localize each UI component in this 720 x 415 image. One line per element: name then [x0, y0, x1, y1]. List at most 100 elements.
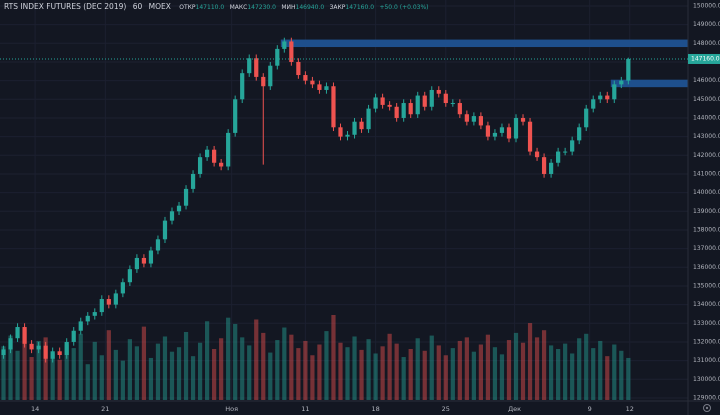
- y-tick-label: 146000.0: [693, 77, 720, 84]
- candle-body: [359, 121, 364, 130]
- candle-body: [50, 351, 55, 359]
- volume-bar: [43, 337, 48, 400]
- zone: [280, 39, 688, 48]
- y-tick-label: 142000.0: [693, 152, 720, 159]
- y-tick-label: 137000.0: [693, 245, 720, 252]
- candle-body: [240, 73, 245, 100]
- volume-bar: [176, 347, 182, 400]
- candle-body: [352, 121, 357, 135]
- volume-bar: [541, 330, 547, 400]
- volume-bar: [450, 348, 455, 400]
- volume-bar: [415, 338, 420, 400]
- candle-body: [127, 269, 132, 283]
- volume-bar: [534, 337, 540, 400]
- candle-body: [591, 99, 596, 109]
- ohlc-value: 147110.0: [196, 4, 225, 11]
- volume-bar: [310, 355, 315, 400]
- x-tick-label: Дек: [508, 405, 521, 413]
- volume-bar: [120, 360, 125, 400]
- y-tick-label: 138000.0: [693, 226, 720, 233]
- candle-body: [141, 257, 147, 264]
- y-tick-label: 145000.0: [693, 96, 720, 103]
- volume-bar: [478, 344, 484, 400]
- y-tick-label: 148000.0: [693, 40, 720, 47]
- volume-bar: [226, 317, 231, 400]
- volume-bar: [183, 332, 189, 400]
- candle-body: [373, 97, 378, 109]
- candle-body: [366, 108, 371, 130]
- volume-bar: [99, 355, 104, 400]
- volume-bar: [1, 346, 6, 400]
- candle-body: [450, 103, 455, 105]
- ohlc-value: 147230.0: [247, 4, 276, 11]
- candle-body: [275, 48, 280, 66]
- volume-bar: [190, 356, 196, 400]
- zones: [280, 39, 688, 88]
- y-tick-label: 130000.0: [693, 376, 720, 383]
- candle-body: [22, 327, 27, 344]
- x-tick-label: 9: [588, 405, 592, 413]
- candle-body: [219, 162, 224, 167]
- candle-body: [183, 188, 189, 206]
- interval: 60: [133, 2, 143, 11]
- volume-bar: [457, 340, 462, 400]
- ohlc-label: МИН: [281, 4, 295, 11]
- y-tick-label: 131000.0: [693, 357, 720, 364]
- candle-body: [43, 345, 48, 359]
- candle-body: [499, 127, 505, 133]
- candle-body: [148, 250, 154, 264]
- y-tick-label: 144000.0: [693, 114, 720, 121]
- candle-body: [303, 75, 308, 81]
- candle-body: [548, 162, 554, 174]
- volume-bar: [197, 342, 203, 400]
- candle-body: [541, 157, 547, 174]
- change: +50.0 (+0.03%): [379, 4, 428, 11]
- volume-bar: [387, 333, 392, 400]
- candle-body: [534, 151, 540, 158]
- candle-body: [324, 86, 329, 90]
- volume-bar: [155, 343, 161, 400]
- ohlc-label: МАКС: [230, 4, 248, 11]
- header: RTS INDEX FUTURES (DEC 2019) 60 MOEX ОТК…: [4, 2, 429, 11]
- y-tick-label: 129000.0: [693, 394, 720, 401]
- volume-bar: [50, 353, 55, 400]
- x-tick-label: 18: [371, 405, 379, 413]
- volume-bar: [485, 334, 491, 400]
- volume: [1, 315, 631, 400]
- volume-bar: [548, 345, 554, 400]
- y-tick-label: 132000.0: [693, 338, 720, 345]
- volume-bar: [577, 338, 582, 400]
- volume-bar: [584, 333, 589, 400]
- volume-bar: [422, 350, 427, 400]
- candle-body: [78, 321, 83, 331]
- candle-body: [380, 97, 385, 105]
- volume-bar: [359, 349, 364, 400]
- candle-body: [106, 299, 111, 305]
- candle-body: [254, 58, 259, 77]
- volume-bar: [134, 346, 140, 400]
- candle-body: [282, 41, 287, 49]
- ohlc-label: ЗАКР: [330, 4, 346, 11]
- candle-body: [92, 312, 97, 316]
- volume-bar: [296, 348, 301, 400]
- volume-bar: [233, 323, 238, 400]
- candle-body: [57, 351, 62, 356]
- volume-bar: [219, 338, 224, 400]
- volume-bar: [204, 321, 210, 400]
- volume-bar: [380, 346, 385, 400]
- x-tick-label: 25: [442, 405, 450, 413]
- candle-body: [478, 116, 484, 126]
- candle-body: [204, 149, 210, 158]
- candle-body: [15, 327, 20, 339]
- candle-body: [247, 58, 252, 74]
- zone: [610, 79, 688, 88]
- settings-icon[interactable]: [703, 404, 711, 412]
- volume-bar: [254, 319, 259, 400]
- y-tick-label: 133000.0: [693, 320, 720, 327]
- volume-bar: [303, 340, 308, 400]
- gear: [703, 404, 711, 412]
- volume-bar: [619, 350, 624, 400]
- volume-bar: [92, 341, 97, 400]
